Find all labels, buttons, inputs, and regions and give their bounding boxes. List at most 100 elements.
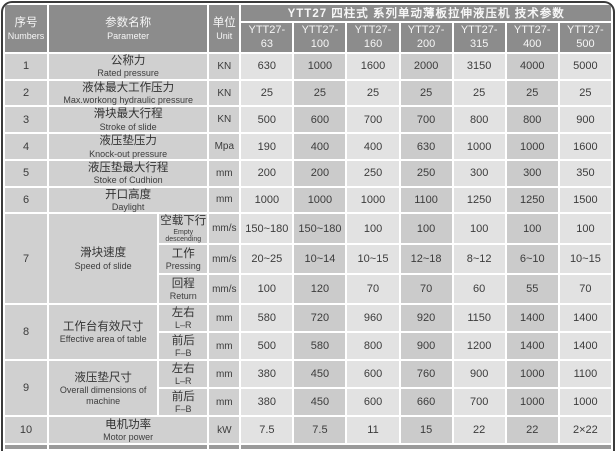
unit-cell: KN [209,107,240,133]
value-cell: 150~180 [294,214,346,244]
value-cell: 800 [506,107,558,133]
parameter-zh: 滑块速度 [80,247,127,260]
unit-cell: mm/s [209,275,240,304]
partial-cell [209,445,240,450]
value-cell: 10~14 [294,245,346,274]
value-cell: 700 [400,107,452,133]
sub-label-cell: 前后 F–B [159,333,208,360]
sub-label-zh: 前后 [171,391,195,404]
spec-table: 序号 Numbers 参数名称 Parameter 单位 Unit YTT27 … [3,3,613,451]
unit-header-cell: 单位 Unit [209,5,240,52]
table-row: 1 公称力 Rated pressure KN 630 1000 1600 20… [5,54,611,79]
unit-cell: KN [209,80,240,106]
parameter-en: Stroke of slide [99,121,157,132]
model-size: 315 [469,37,489,50]
value-cell: 100 [453,214,505,244]
value-cell: 1100 [400,187,452,213]
value-cell: 500 [241,333,293,360]
unit-cell: mm [209,305,240,332]
model-size: 100 [310,37,330,50]
model-size: 400 [523,37,542,50]
model-header-cell: YTT27- 500 [559,23,611,52]
value-cell: 960 [347,305,399,332]
model-name: YTT27- [567,23,604,36]
value-cell: 190 [241,134,293,159]
value-cell: 400 [347,134,399,159]
parameter-en: Daylight [111,201,145,212]
parameter-en: Overall dimensions of machine [59,385,147,406]
parameter-cell: 工作台有效尺寸 Effective area of table [49,305,158,360]
value-cell: 350 [559,160,611,186]
value-cell: 100 [559,214,611,244]
value-cell: 55 [506,275,558,304]
row-number-cell: 10 [5,417,48,444]
unit-cell: mm/s [209,245,240,274]
unit-cell: mm/s [209,214,240,244]
sub-label-cell: 前后 F–B [159,389,208,416]
value-cell: 100 [241,275,293,304]
parameter-en: Rated pressure [97,68,159,79]
value-cell: 800 [347,333,399,360]
numbers-header-zh: 序号 [14,17,38,30]
parameter-en: Effective area of table [59,334,147,345]
value-cell: 100 [347,214,399,244]
value-cell: 8~12 [453,245,505,274]
row-number-cell: 7 [5,214,48,304]
value-cell: 600 [347,361,399,388]
table-row: 4 液压垫压力 Knock-out pressure Mpa 190 400 4… [5,134,611,159]
value-cell: 700 [453,389,505,416]
parameter-cell: 电机功率 Motor power [49,417,208,444]
value-cell: 400 [294,134,346,159]
parameter-zh: 工作台有效尺寸 [62,321,144,334]
value-cell: 800 [453,107,505,133]
parameter-en: Max.workong hydraulic pressure [63,95,193,106]
table-title: YTT27 四柱式 系列单动薄板拉伸液压机 技术参数 [241,5,611,21]
value-cell: 1250 [506,187,558,213]
unit-cell: kW [209,417,240,444]
parameter-cell: 液压垫压力 Knock-out pressure [49,134,208,159]
sub-label-cell: 左右 L–R [159,305,208,332]
row-number-cell: 4 [5,134,48,159]
partial-cell [241,445,611,450]
header-row-title: 序号 Numbers 参数名称 Parameter 单位 Unit YTT27 … [5,5,611,52]
sub-label-en: F–B [174,348,192,359]
partial-cell [49,445,208,450]
model-header-cell: YTT27- 63 [241,23,293,52]
value-cell: 120 [294,275,346,304]
value-cell: 1000 [294,54,346,79]
sub-label-en: Empty descending [165,228,202,244]
sub-label-zh: 回程 [171,278,195,291]
parameter-cell: 液压垫最大行程 Stoke of Cudhion [49,160,208,186]
sub-label-en: L–R [174,376,192,387]
parameter-cell: 公称力 Rated pressure [49,54,208,79]
value-cell: 200 [294,160,346,186]
sub-label-cell: 工作 Pressing [159,245,208,274]
model-size: 500 [576,37,595,50]
parameter-en: Speed of slide [74,260,132,271]
value-cell: 1000 [506,389,558,416]
value-cell: 580 [241,305,293,332]
parameter-cell: 滑块最大行程 Stroke of slide [49,107,208,133]
value-cell: 5000 [559,54,611,79]
value-cell: 200 [241,160,293,186]
model-name: YTT27- [460,23,498,36]
value-cell: 1250 [453,187,505,213]
partial-next-row [5,445,611,450]
parameter-cell: 液压垫尺寸 Overall dimensions of machine [49,361,158,416]
model-name: YTT27- [354,23,392,36]
value-cell: 70 [347,275,399,304]
sub-label-zh: 前后 [171,335,195,348]
unit-cell: Mpa [209,134,240,159]
value-cell: 12~18 [400,245,452,274]
value-cell: 1000 [559,389,611,416]
table-row: 10 电机功率 Motor power kW 7.5 7.5 11 15 22 … [5,417,611,444]
value-cell: 300 [506,160,558,186]
value-cell: 25 [241,80,293,106]
value-cell: 600 [294,107,346,133]
value-cell: 22 [453,417,505,444]
model-name: YTT27- [407,23,445,36]
table-row: 2 液体最大工作压力 Max.workong hydraulic pressur… [5,80,611,106]
value-cell: 380 [241,389,293,416]
sub-label-cell: 回程 Return [159,275,208,304]
row-number-cell: 1 [5,54,48,79]
